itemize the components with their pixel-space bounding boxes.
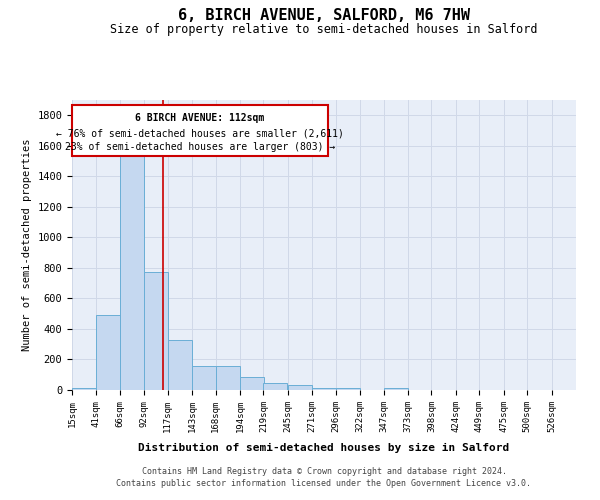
Text: 6 BIRCH AVENUE: 112sqm: 6 BIRCH AVENUE: 112sqm (136, 112, 265, 122)
FancyBboxPatch shape (72, 104, 328, 156)
Bar (383, 388, 407, 390)
Text: 6, BIRCH AVENUE, SALFORD, M6 7HW: 6, BIRCH AVENUE, SALFORD, M6 7HW (178, 8, 470, 22)
Text: 23% of semi-detached houses are larger (803) →: 23% of semi-detached houses are larger (… (65, 142, 335, 152)
Bar (312, 388, 336, 390)
Bar (336, 388, 359, 390)
Bar (144, 272, 168, 390)
Bar (120, 142, 144, 390)
Bar (192, 366, 216, 390)
Bar (240, 377, 264, 390)
Bar (168, 340, 191, 390)
Text: Distribution of semi-detached houses by size in Salford: Distribution of semi-detached houses by … (139, 442, 509, 452)
Bar (288, 386, 312, 390)
Bar (215, 366, 239, 390)
Text: ← 76% of semi-detached houses are smaller (2,611): ← 76% of semi-detached houses are smalle… (56, 128, 344, 138)
Text: Contains public sector information licensed under the Open Government Licence v3: Contains public sector information licen… (116, 479, 532, 488)
Text: Contains HM Land Registry data © Crown copyright and database right 2024.: Contains HM Land Registry data © Crown c… (142, 468, 506, 476)
Y-axis label: Number of semi-detached properties: Number of semi-detached properties (22, 138, 32, 352)
Bar (263, 383, 287, 390)
Bar (97, 315, 121, 390)
Bar (72, 388, 96, 390)
Text: Size of property relative to semi-detached houses in Salford: Size of property relative to semi-detach… (110, 22, 538, 36)
